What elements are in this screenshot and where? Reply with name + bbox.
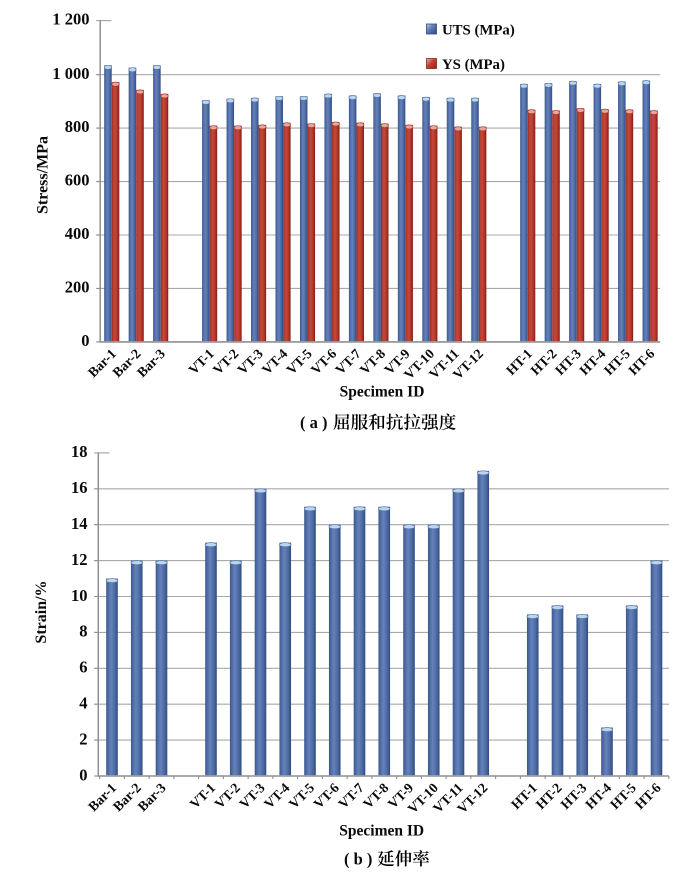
svg-text:( b ): ( b ): [344, 850, 372, 869]
svg-text:12: 12: [71, 550, 88, 569]
svg-text:YS (MPa): YS (MPa): [442, 57, 505, 73]
svg-text:Specimen ID: Specimen ID: [339, 823, 424, 840]
svg-text:600: 600: [65, 171, 90, 190]
svg-text:0: 0: [81, 331, 89, 350]
svg-text:1 200: 1 200: [52, 10, 89, 29]
svg-text:( a ): ( a ): [300, 413, 328, 432]
svg-text:800: 800: [65, 117, 90, 136]
svg-text:2: 2: [79, 729, 87, 748]
svg-text:8: 8: [79, 622, 87, 641]
svg-text:14: 14: [71, 514, 88, 533]
svg-text:1 000: 1 000: [52, 64, 89, 83]
svg-text:Specimen ID: Specimen ID: [340, 384, 425, 401]
svg-text:10: 10: [71, 586, 88, 605]
svg-text:4: 4: [79, 694, 87, 713]
svg-text:18: 18: [71, 442, 88, 461]
svg-text:16: 16: [71, 478, 88, 497]
svg-text:200: 200: [65, 278, 90, 297]
svg-text:0: 0: [79, 765, 87, 784]
svg-text:6: 6: [79, 658, 87, 677]
svg-text:Stress/MPa: Stress/MPa: [35, 136, 52, 214]
svg-text:UTS (MPa): UTS (MPa): [442, 22, 515, 38]
svg-text:Strain/%: Strain/%: [33, 580, 50, 643]
svg-text:400: 400: [65, 224, 90, 243]
